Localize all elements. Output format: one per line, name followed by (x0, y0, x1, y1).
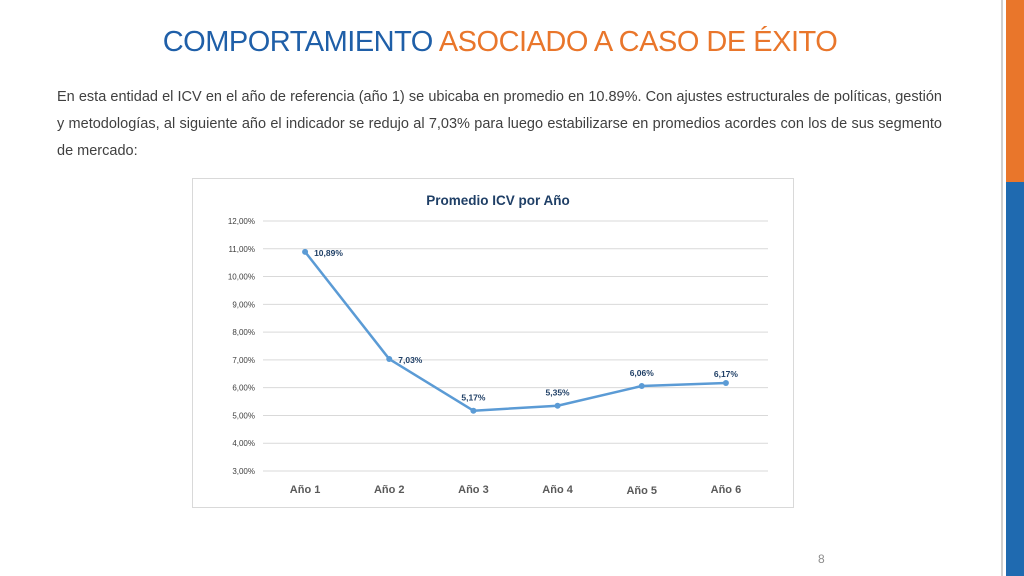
x-tick-label: Año 5 (626, 485, 657, 497)
chart-title: Promedio ICV por Año (426, 193, 570, 208)
y-tick-label: 6,00% (232, 384, 255, 393)
y-tick-label: 11,00% (228, 245, 255, 254)
data-point (386, 356, 393, 363)
y-tick-label: 4,00% (232, 439, 255, 448)
line-chart: Promedio ICV por Año 3,00% 4,00% 5,00% 6,00%… (228, 193, 768, 497)
slide-title: COMPORTAMIENTO ASOCIADO A CASO DE ÉXITO (0, 26, 1000, 59)
data-label: 6,17% (714, 369, 739, 379)
side-accent-bar-orange (1006, 0, 1024, 182)
side-divider-line (1001, 0, 1003, 576)
y-tick-label: 10,00% (228, 273, 255, 282)
y-tick-label: 5,00% (232, 411, 255, 420)
x-tick-label: Año 2 (374, 484, 405, 496)
data-label: 6,06% (630, 368, 655, 378)
slide-body-text: En esta entidad el ICV en el año de refe… (57, 89, 942, 159)
x-tick-label: Año 1 (290, 484, 321, 496)
y-tick-label: 7,00% (232, 356, 255, 365)
slide-title-part1: COMPORTAMIENTO (162, 26, 434, 58)
y-tick-label: 12,00% (228, 217, 255, 226)
data-label: 5,17% (461, 393, 486, 403)
data-label: 10,89% (314, 248, 343, 258)
y-tick-label: 9,00% (232, 300, 255, 309)
data-point (554, 402, 561, 409)
data-label: 5,35% (546, 388, 571, 398)
data-point (470, 407, 477, 414)
series-line (304, 251, 726, 412)
data-label: 7,03% (398, 355, 423, 365)
x-tick-label: Año 3 (458, 484, 489, 496)
page-number: 8 (818, 552, 825, 566)
data-point (722, 379, 729, 386)
chart-container: Promedio ICV por Año 3,00% 4,00% 5,00% 6,00%… (192, 178, 794, 508)
data-point (302, 248, 309, 255)
x-tick-label: Año 6 (711, 484, 742, 496)
data-point (638, 383, 645, 389)
y-tick-label: 8,00% (232, 328, 255, 337)
y-tick-label: 3,00% (232, 467, 255, 476)
x-tick-label: Año 4 (542, 484, 573, 496)
slide-title-part2: ASOCIADO A CASO DE ÉXITO (438, 26, 838, 58)
